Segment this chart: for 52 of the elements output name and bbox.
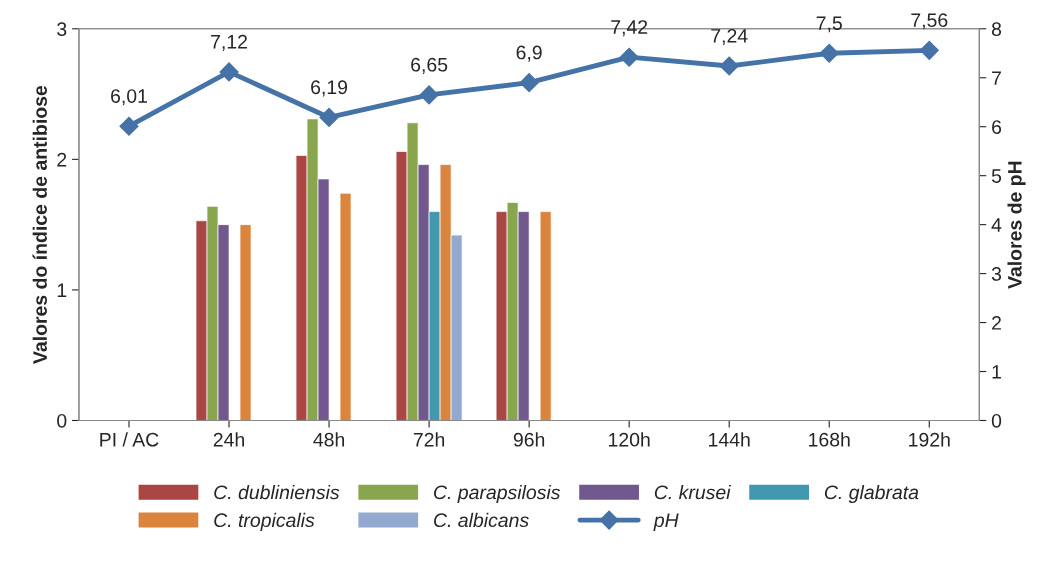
x-tick-label: 24h	[213, 432, 244, 447]
y-tick-label: 3	[57, 22, 67, 37]
legend-label: C. parapsilosis	[434, 484, 561, 504]
x-tick-label: 96h	[513, 432, 545, 447]
x-tick-label: 168h	[809, 432, 850, 447]
y2-tick-label: 8	[991, 22, 1002, 37]
legend-label: C. albicans	[434, 512, 529, 528]
point	[619, 47, 639, 67]
x-tick-label: 144h	[709, 432, 750, 447]
data-label: 7,12	[211, 34, 247, 51]
x-tick-label: 120h	[609, 432, 650, 447]
y2-tick-label: 4	[991, 218, 1002, 232]
data-label: 7,24	[711, 28, 748, 46]
y-tick-label: 2	[57, 152, 67, 167]
y2-tick-label: 0	[991, 413, 1002, 428]
data-label: 7,56	[911, 13, 948, 30]
point	[319, 107, 339, 127]
data-label: 7,42	[611, 20, 648, 37]
point	[119, 116, 139, 136]
y-tick-label: 0	[57, 413, 67, 428]
y2-tick-label: 1	[992, 365, 1001, 379]
legend-label: pH	[653, 513, 679, 531]
x-tick-label: 48h	[313, 432, 345, 447]
point	[219, 62, 239, 82]
y-axis-title: Valores do índice de antibiose	[32, 85, 47, 364]
point	[819, 43, 839, 63]
x-tick-label: PI / AC	[100, 432, 159, 447]
data-label: 6,19	[311, 80, 348, 97]
data-label: 6,65	[411, 57, 448, 74]
legend-label: C. tropicalis	[214, 512, 315, 531]
x-tick-label: 72h	[413, 432, 445, 447]
legend-label: C. glabrata	[824, 484, 919, 504]
point	[519, 73, 539, 93]
y2-axis-title: Valores de pH	[1007, 161, 1026, 289]
point	[919, 40, 939, 60]
data-label: 6,9	[516, 45, 542, 62]
point	[419, 85, 439, 105]
y2-tick-label: 5	[991, 169, 1002, 183]
y2-tick-label: 2	[992, 316, 1001, 330]
y2-tick-label: 3	[991, 267, 1002, 281]
data-label: 6,01	[111, 89, 147, 106]
point	[719, 56, 739, 76]
x-tick-label: 192h	[909, 432, 950, 447]
data-label: 7,5	[816, 16, 842, 33]
legend-label: C. krusei	[654, 484, 731, 500]
bar	[239, 224, 252, 421]
bar	[539, 211, 552, 421]
legend-label: C. dubliniensis	[214, 484, 340, 500]
y2-tick-label: 7	[992, 71, 1001, 85]
bar	[339, 192, 352, 421]
y-tick-label: 1	[57, 283, 67, 297]
y2-tick-label: 6	[992, 120, 1002, 134]
